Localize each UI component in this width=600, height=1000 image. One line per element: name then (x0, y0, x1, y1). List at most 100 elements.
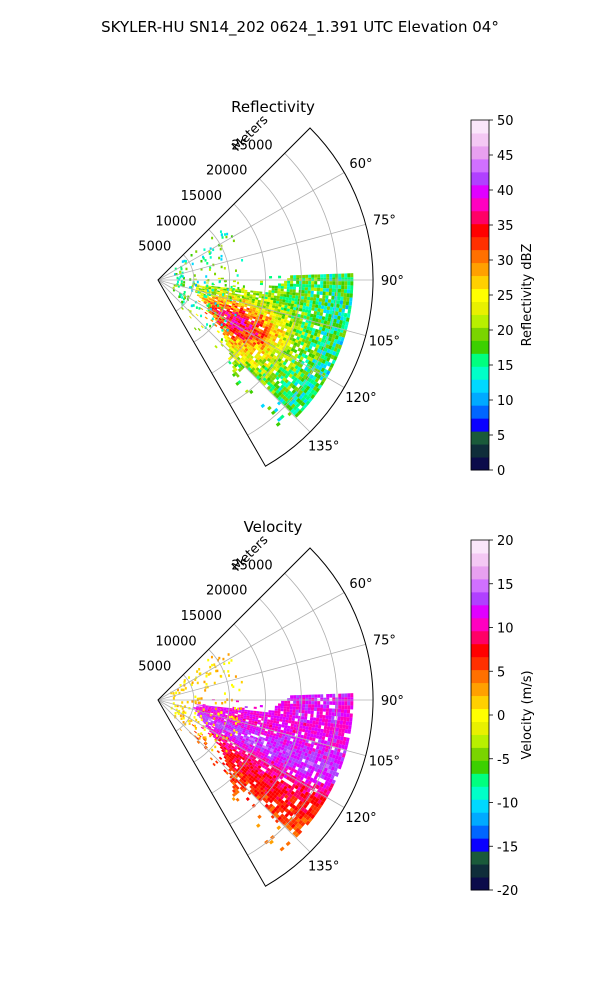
colorbar-segment (471, 825, 489, 839)
colorbar: 0 5 10 15 20 25 30 35 40 45 50 Reflectivity dBZ (470, 114, 535, 479)
colorbar-tick-label: 0 (497, 709, 505, 724)
colorbar-segment (471, 158, 489, 173)
azimuth-spoke (158, 279, 366, 337)
colorbar-segment (471, 366, 489, 380)
colorbar-segment (471, 236, 489, 251)
colorbar-tick-label: 35 (497, 219, 514, 234)
colorbar-segment (471, 301, 489, 315)
colorbar-segment (471, 864, 489, 878)
range-tick-label: 15000 (181, 609, 222, 624)
colorbar-tick-label: 5 (497, 429, 505, 444)
colorbar-segment (471, 288, 489, 302)
azimuth-spoke (158, 699, 345, 808)
azimuth-tick-label: 135° (308, 860, 339, 875)
colorbar-segment (471, 210, 489, 225)
colorbar-segment (471, 747, 489, 761)
colorbar-segment (471, 379, 489, 393)
colorbar-segment (471, 405, 489, 419)
sector-outline (157, 547, 374, 887)
colorbar-segment (471, 643, 489, 658)
colorbar-segment (471, 132, 489, 147)
azimuth-spoke (158, 279, 345, 388)
azimuth-spoke (158, 699, 311, 853)
colorbar-tick-label: 15 (497, 359, 514, 374)
colorbar-segment (471, 353, 489, 367)
range-tick-label: 20000 (206, 164, 247, 179)
azimuth-spoke (158, 643, 366, 701)
range-tick-label: 20000 (206, 584, 247, 599)
colorbar-tick-label: -15 (497, 840, 518, 855)
panel-reflectivity: Reflectivity500010000150002000025000Mete… (138, 98, 535, 479)
polar-grid (158, 547, 373, 880)
colorbar-segment (471, 773, 489, 787)
colorbar-segment (471, 591, 489, 606)
colorbar-segment (471, 578, 489, 593)
colorbar-segment (471, 695, 489, 710)
colorbar-segment (471, 721, 489, 735)
azimuth-spoke (158, 699, 366, 757)
azimuth-tick-label: 60° (349, 577, 372, 592)
colorbar-segment (471, 197, 489, 212)
azimuth-spoke (158, 223, 366, 281)
sector-outline (157, 127, 374, 467)
colorbar-segment (471, 799, 489, 813)
colorbar-segment (471, 851, 489, 865)
colorbar-tick-label: 25 (497, 289, 514, 304)
colorbar: -20 -15 -10 -5 0 5 10 15 20 Velocity (m/s) (470, 534, 535, 899)
range-tick-label: 5000 (138, 240, 171, 255)
colorbar-segment (471, 314, 489, 328)
colorbar-segment (471, 669, 489, 684)
colorbar-segment (471, 617, 489, 632)
radar-echo (170, 653, 354, 852)
panel-title: Reflectivity (231, 98, 315, 116)
colorbar-tick-label: -5 (497, 753, 510, 768)
range-tick-label: 25000 (231, 138, 272, 153)
radar-echo (172, 230, 354, 427)
colorbar-tick-label: -20 (497, 884, 518, 899)
azimuth-tick-label: 60° (349, 157, 372, 172)
colorbar-segment (471, 249, 489, 264)
colorbar-segment (471, 630, 489, 645)
colorbar-segment (471, 877, 489, 891)
colorbar-segment (471, 540, 489, 554)
colorbar-tick-label: 5 (497, 665, 505, 680)
colorbar-segment (471, 431, 489, 445)
colorbar-tick-label: 30 (497, 254, 514, 269)
polar-grid (158, 127, 373, 460)
colorbar-segment (471, 340, 489, 354)
colorbar-segment (471, 120, 489, 134)
range-tick-label: 5000 (138, 660, 171, 675)
colorbar-segment (471, 604, 489, 619)
panel-title: Velocity (244, 518, 303, 536)
colorbar-tick-label: 0 (497, 464, 505, 479)
colorbar-segment (471, 682, 489, 697)
colorbar-label: Reflectivity dBZ (520, 244, 535, 347)
colorbar-tick-label: 10 (497, 394, 514, 409)
colorbar-segment (471, 184, 489, 199)
colorbar-segment (471, 708, 489, 722)
colorbar-segment (471, 734, 489, 748)
colorbar-segment (471, 565, 489, 580)
panel-velocity: Velocity500010000150002000025000Meters60… (138, 518, 535, 899)
colorbar-tick-label: 50 (497, 114, 514, 129)
colorbar-label: Velocity (m/s) (520, 670, 535, 759)
colorbar-segment (471, 171, 489, 186)
colorbar-tick-label: 10 (497, 622, 514, 637)
colorbar-segment (471, 262, 489, 277)
azimuth-tick-label: 75° (373, 213, 396, 228)
range-tick-label: 25000 (231, 558, 272, 573)
colorbar-segment (471, 327, 489, 341)
colorbar-tick-label: 20 (497, 324, 514, 339)
azimuth-tick-label: 135° (308, 440, 339, 455)
figure-suptitle: SKYLER-HU SN14_202 0624_1.391 UTC Elevat… (101, 18, 499, 37)
colorbar-segment (471, 786, 489, 800)
colorbar-tick-label: 15 (497, 578, 514, 593)
range-tick-label: 10000 (155, 634, 196, 649)
range-tick-label: 15000 (181, 189, 222, 204)
azimuth-tick-label: 90° (381, 694, 404, 709)
colorbar-segment (471, 418, 489, 432)
colorbar-segment (471, 275, 489, 290)
colorbar-segment (471, 392, 489, 406)
colorbar-tick-label: 40 (497, 184, 514, 199)
